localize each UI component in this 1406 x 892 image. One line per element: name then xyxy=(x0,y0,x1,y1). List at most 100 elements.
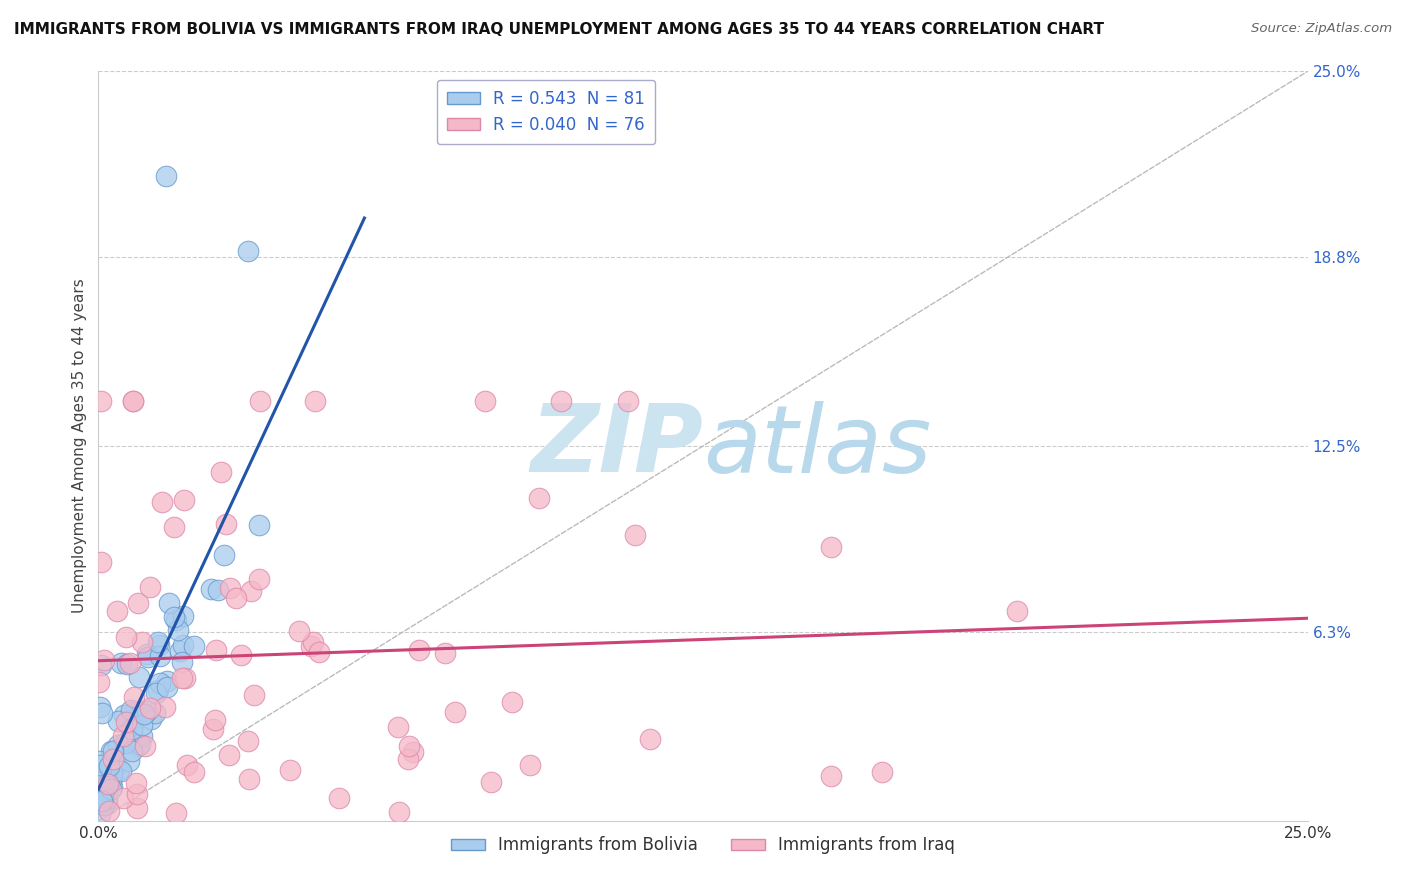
Point xyxy=(107,605,129,619)
Point xyxy=(132,706,155,721)
Point xyxy=(247,517,270,532)
Point xyxy=(118,714,141,729)
Point xyxy=(131,729,153,743)
Point xyxy=(107,714,129,729)
Point xyxy=(433,647,456,661)
Point xyxy=(149,649,172,664)
Point xyxy=(121,394,143,409)
Point xyxy=(183,764,205,779)
Point xyxy=(145,686,167,700)
Point xyxy=(91,792,114,806)
Point xyxy=(93,773,115,788)
Point xyxy=(229,648,252,663)
Point xyxy=(519,757,541,772)
Point xyxy=(501,695,523,709)
Point xyxy=(115,657,138,672)
Point xyxy=(131,635,153,649)
Text: IMMIGRANTS FROM BOLIVIA VS IMMIGRANTS FROM IRAQ UNEMPLOYMENT AMONG AGES 35 TO 44: IMMIGRANTS FROM BOLIVIA VS IMMIGRANTS FR… xyxy=(14,22,1104,37)
Point xyxy=(112,708,135,723)
Point xyxy=(200,582,222,596)
Point xyxy=(101,766,124,780)
Point xyxy=(328,791,350,805)
Point xyxy=(93,653,115,667)
Point xyxy=(205,643,228,657)
Point xyxy=(218,747,240,762)
Point xyxy=(155,169,177,184)
Point xyxy=(148,638,170,652)
Point xyxy=(121,744,143,758)
Point xyxy=(479,775,502,789)
Point xyxy=(108,763,131,777)
Point xyxy=(388,805,411,819)
Point xyxy=(242,688,264,702)
Point xyxy=(150,495,173,509)
Point xyxy=(96,792,118,806)
Point xyxy=(112,729,135,743)
Point xyxy=(107,739,129,753)
Point xyxy=(96,774,118,789)
Point xyxy=(157,596,180,610)
Point xyxy=(236,733,259,747)
Point xyxy=(207,583,229,598)
Point xyxy=(120,731,142,746)
Point xyxy=(870,764,893,779)
Point xyxy=(176,757,198,772)
Point xyxy=(1007,604,1029,618)
Point xyxy=(247,572,270,586)
Point xyxy=(278,763,301,777)
Point xyxy=(87,675,110,690)
Point xyxy=(165,806,187,821)
Point xyxy=(624,528,647,542)
Point xyxy=(139,712,162,726)
Point xyxy=(96,797,118,811)
Point xyxy=(117,716,139,731)
Point xyxy=(238,772,260,786)
Point xyxy=(288,624,311,638)
Point xyxy=(122,394,145,409)
Point xyxy=(103,752,125,766)
Point xyxy=(97,777,120,791)
Point xyxy=(398,739,420,754)
Point xyxy=(148,682,170,697)
Point xyxy=(212,548,235,562)
Point xyxy=(90,788,112,802)
Point xyxy=(239,583,262,598)
Point xyxy=(101,771,124,785)
Point xyxy=(202,723,225,737)
Point xyxy=(165,613,187,627)
Point xyxy=(121,722,143,736)
Point xyxy=(134,739,156,754)
Point xyxy=(163,610,186,624)
Point xyxy=(90,789,112,804)
Point xyxy=(100,744,122,758)
Point xyxy=(396,752,419,766)
Point xyxy=(104,758,127,772)
Point xyxy=(170,655,193,669)
Point xyxy=(387,720,409,734)
Point xyxy=(128,704,150,718)
Point xyxy=(127,800,149,814)
Point xyxy=(550,394,572,409)
Point xyxy=(93,798,115,813)
Point xyxy=(153,700,176,714)
Point xyxy=(120,656,142,670)
Point xyxy=(617,394,640,409)
Point xyxy=(163,520,186,534)
Point xyxy=(100,782,122,797)
Point xyxy=(167,623,190,637)
Point xyxy=(172,639,194,653)
Point xyxy=(308,645,330,659)
Point xyxy=(112,791,135,805)
Point xyxy=(474,394,496,409)
Point xyxy=(304,394,326,409)
Point xyxy=(408,642,430,657)
Point xyxy=(136,650,159,665)
Point xyxy=(115,715,138,730)
Point xyxy=(125,776,148,790)
Point xyxy=(120,703,142,717)
Text: Source: ZipAtlas.com: Source: ZipAtlas.com xyxy=(1251,22,1392,36)
Point xyxy=(172,671,194,685)
Point xyxy=(122,705,145,719)
Point xyxy=(110,656,132,670)
Point xyxy=(90,657,112,672)
